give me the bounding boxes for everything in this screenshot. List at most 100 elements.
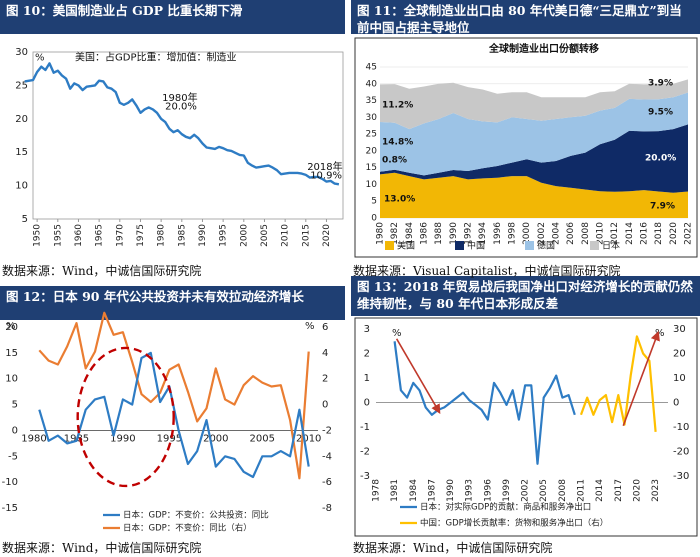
x-tick-label: 2010 xyxy=(296,433,321,444)
x-tick-label: 1990 xyxy=(449,222,459,245)
y-right-tick-label: -20 xyxy=(673,447,689,458)
area-germany xyxy=(380,92,688,176)
chart-border xyxy=(354,37,698,258)
legend-box xyxy=(100,509,288,536)
y-left-tick-label: 2 xyxy=(364,349,370,360)
y-tick-label: 30 xyxy=(15,47,28,58)
x-tick-label: 1993 xyxy=(465,479,475,502)
x-tick-label: 2005 xyxy=(260,224,270,247)
chart-title: 全球制造业出口份额转移 xyxy=(488,42,599,55)
y-tick-label: 25 xyxy=(366,130,377,140)
source-fig10: 数据来源：Wind，中诚信国际研究院 xyxy=(2,264,202,278)
panel-title-fig11: 图 11：全球制造业出口由 80 年代美日德“三足鼎立”到当前中国占据主导地位 xyxy=(351,0,700,34)
x-tick-label: 2017 xyxy=(614,479,624,502)
y-left-tick-label: 20 xyxy=(5,322,18,333)
x-tick-label: 2008 xyxy=(581,222,591,245)
y-tick-label: 30 xyxy=(366,113,378,123)
legend-swatch xyxy=(455,241,464,250)
x-tick-label: 2011 xyxy=(577,479,587,502)
series-line-us-manufacturing xyxy=(24,62,340,186)
y-left-tick-label: -1 xyxy=(360,422,370,433)
y-left-tick-label: 3 xyxy=(364,324,370,335)
x-tick-label: 2015 xyxy=(301,224,311,247)
y-right-tick-label: 0 xyxy=(673,398,679,409)
y-tick-label: 20 xyxy=(15,114,28,125)
x-tick-label: 2000 xyxy=(203,433,228,444)
data-label: 0.8% xyxy=(382,156,407,166)
y-right-tick-label: 4 xyxy=(322,348,328,359)
y-axis-unit: % xyxy=(35,52,45,63)
y-right-tick-label: -2 xyxy=(322,425,332,436)
x-tick-label: 1978 xyxy=(372,479,382,502)
arrow-china-rise xyxy=(622,330,660,427)
data-label: 14.8% xyxy=(382,138,413,148)
legend-label: 日本 xyxy=(602,240,620,252)
x-tick-label: 1981 xyxy=(390,479,400,502)
y-tick-label: 5 xyxy=(22,214,28,225)
x-tick-label: 2012 xyxy=(610,222,620,245)
x-tick-label: 2005 xyxy=(539,479,549,502)
y-tick-label: 10 xyxy=(15,181,28,192)
x-tick-label: 1990 xyxy=(198,224,208,247)
legend-label-public-investment: 日本：GDP：不变价：公共投资：同比 xyxy=(123,510,269,521)
x-tick-label: 2018 xyxy=(654,222,664,245)
legend-label-gdp-growth: 日本：GDP：不变价：同比（右） xyxy=(123,523,252,534)
series-line-gdp-growth xyxy=(38,311,310,480)
legend-swatch xyxy=(590,241,599,250)
y-tick-label: 35 xyxy=(366,96,377,106)
x-tick-label: 1980 xyxy=(376,222,386,245)
x-tick-label: 1996 xyxy=(493,222,503,245)
x-tick-label: 2016 xyxy=(640,222,650,245)
area-china xyxy=(380,124,688,193)
y-left-tick-label: 1 xyxy=(364,373,370,384)
y-left-tick-label: 10 xyxy=(5,374,18,385)
y-tick-label: 40 xyxy=(366,79,378,89)
y-left-tick-label: -15 xyxy=(2,503,18,514)
legend-label: 中国 xyxy=(467,240,485,252)
highlight-circle xyxy=(76,346,175,488)
series-line-china-net-export xyxy=(579,335,657,432)
x-tick-label: 1996 xyxy=(483,479,493,502)
y-tick-label: 20 xyxy=(366,146,378,156)
x-tick-label: 1982 xyxy=(390,222,400,245)
area-usa xyxy=(380,172,688,218)
y-tick-label: 25 xyxy=(15,80,28,91)
plot-frame xyxy=(32,51,344,220)
area-japan xyxy=(380,79,688,130)
x-tick-label: 1980 xyxy=(157,224,167,247)
legend-label-japan: 日本：对实际GDP的贡献：商品和服务净出口 xyxy=(420,502,591,513)
x-tick-label: 1960 xyxy=(74,224,84,247)
x-tick-label: 2005 xyxy=(250,433,275,444)
y-tick-label: 10 xyxy=(366,180,378,190)
x-tick-label: 2014 xyxy=(595,479,605,502)
y-left-tick-label: 0 xyxy=(12,425,18,436)
x-tick-label: 1990 xyxy=(446,479,456,502)
data-label: 3.9% xyxy=(648,79,673,89)
y-left-tick-label: 5 xyxy=(12,400,18,411)
y-right-tick-label: -4 xyxy=(322,451,332,462)
annotation-year-2018: 2018年 xyxy=(307,160,342,173)
x-tick-label: 1988 xyxy=(434,222,444,245)
y-right-tick-label: 10 xyxy=(673,373,686,384)
x-tick-label: 2020 xyxy=(632,479,642,502)
y-right-unit: % xyxy=(305,321,315,332)
data-label: 11.2% xyxy=(382,101,413,111)
y-right-tick-label: 2 xyxy=(322,374,328,385)
legend-label: 德国 xyxy=(537,240,555,252)
legend-label-china: 中国：GDP增长贡献率：货物和服务净出口（右） xyxy=(420,518,608,529)
x-tick-label: 2004 xyxy=(552,222,562,245)
x-tick-label: 2002 xyxy=(521,479,531,502)
y-left-tick-label: -2 xyxy=(360,447,370,458)
y-right-tick-label: 0 xyxy=(322,400,328,411)
x-tick-label: 1986 xyxy=(420,222,430,245)
x-tick-label: 1985 xyxy=(177,224,187,247)
x-tick-label: 1975 xyxy=(136,224,146,247)
x-tick-label: 1984 xyxy=(405,222,415,245)
x-tick-label: 1950 xyxy=(33,224,43,247)
x-tick-label: 1992 xyxy=(464,222,474,245)
x-tick-label: 1987 xyxy=(427,479,437,502)
panel-title-fig12: 图 12：日本 90 年代公共投资并未有效拉动经济增长 xyxy=(0,286,345,320)
